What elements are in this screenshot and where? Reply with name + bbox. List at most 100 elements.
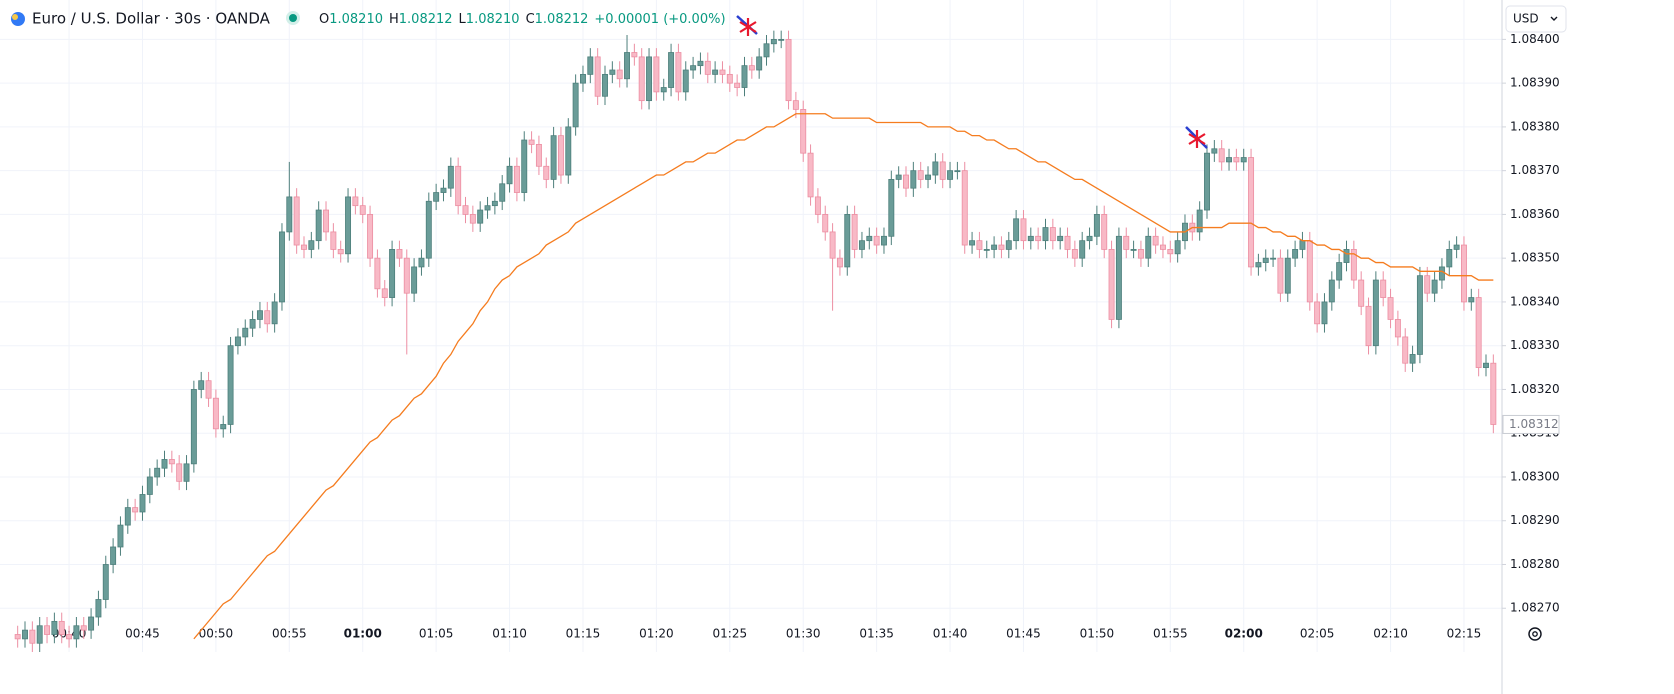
candle-body bbox=[690, 65, 697, 71]
candle-body bbox=[367, 214, 374, 259]
candle-body bbox=[14, 634, 21, 640]
candle-body bbox=[44, 625, 51, 635]
ohlc-key: O bbox=[319, 12, 329, 27]
candle-body bbox=[1306, 240, 1313, 303]
last-price-box bbox=[1502, 414, 1560, 434]
price-axis: 1.082701.082801.082901.083001.083101.083… bbox=[1502, 32, 1560, 615]
candle-body bbox=[227, 345, 234, 425]
candle-body bbox=[176, 463, 183, 482]
candle-body bbox=[734, 82, 741, 88]
candle-body bbox=[1446, 249, 1453, 268]
candle-body bbox=[895, 174, 902, 180]
currency-box bbox=[1505, 5, 1567, 33]
candle-body bbox=[1402, 336, 1409, 364]
legend-header: Euro / U.S. Dollar · 30s · OANDA O 1.0821… bbox=[11, 10, 726, 28]
drawing-marker[interactable] bbox=[1185, 126, 1208, 149]
candle-body bbox=[704, 60, 711, 75]
settings-button[interactable] bbox=[1528, 627, 1542, 641]
candle-body bbox=[785, 38, 792, 102]
ohlc-value: 1.08212 bbox=[535, 12, 589, 27]
candle-body bbox=[1270, 257, 1277, 260]
candle-body bbox=[190, 389, 197, 465]
candle-body bbox=[220, 424, 227, 430]
candle-body bbox=[242, 327, 249, 338]
candle-body bbox=[198, 380, 205, 390]
candle-body bbox=[66, 634, 73, 640]
candle-body bbox=[521, 139, 528, 193]
candle-body bbox=[264, 310, 271, 325]
x-tick-label: 00:45 bbox=[125, 627, 160, 641]
candle-body bbox=[1358, 279, 1365, 307]
candle-body bbox=[293, 196, 300, 246]
candle-body bbox=[256, 310, 263, 320]
candle-body bbox=[462, 205, 469, 215]
candle-body bbox=[95, 599, 102, 618]
candle-body bbox=[1079, 240, 1086, 259]
candle-body bbox=[1475, 297, 1482, 368]
candle-body bbox=[954, 170, 961, 173]
candle-body bbox=[925, 174, 931, 180]
candle-body bbox=[814, 196, 821, 215]
candle-body bbox=[491, 200, 498, 207]
candle-body bbox=[528, 139, 535, 145]
candle-body bbox=[1071, 249, 1078, 259]
candle-body bbox=[403, 257, 410, 294]
candle-body bbox=[359, 205, 366, 215]
candle-body bbox=[947, 170, 954, 180]
x-tick-label: 01:50 bbox=[1080, 627, 1115, 641]
candle-body bbox=[1453, 244, 1460, 250]
candle-body bbox=[477, 209, 484, 224]
candle-body bbox=[844, 214, 851, 268]
candle-body bbox=[1027, 235, 1034, 242]
candle-body bbox=[1248, 157, 1255, 268]
time-axis: 00:40 00:45 00:50 00:55 01:00 01:05 01:10 01:15… bbox=[52, 627, 1481, 641]
ohlc-key: C bbox=[526, 12, 535, 27]
candle-body bbox=[932, 161, 939, 176]
candle-body bbox=[455, 165, 462, 207]
candle-body bbox=[1277, 257, 1284, 294]
candle-body bbox=[1394, 319, 1401, 338]
candle-body bbox=[1365, 305, 1372, 347]
drawing-marker[interactable] bbox=[736, 15, 758, 36]
candle-body bbox=[1292, 249, 1299, 259]
gear-outer bbox=[1528, 627, 1542, 641]
ohlc-change: +0.00001 (+0.00%) bbox=[594, 12, 725, 27]
currency-label: USD bbox=[1513, 12, 1539, 26]
candle-body bbox=[543, 165, 550, 180]
candle-body bbox=[881, 235, 887, 246]
symbol-title: Euro / U.S. Dollar · 30s · OANDA bbox=[32, 10, 271, 28]
candle-body bbox=[80, 625, 87, 631]
y-tick-label: 1.08280 bbox=[1510, 557, 1560, 571]
x-tick-label: 01:15 bbox=[566, 627, 601, 641]
candle-body bbox=[484, 205, 491, 211]
x-tick-label: 01:10 bbox=[492, 627, 527, 641]
x-tick-label: 02:05 bbox=[1300, 627, 1335, 641]
candle-body bbox=[22, 629, 28, 640]
candle-body bbox=[800, 108, 807, 154]
currency-button[interactable]: USD bbox=[1505, 5, 1567, 33]
y-tick-label: 1.08270 bbox=[1510, 601, 1560, 615]
x-tick-label: 01:00 bbox=[344, 627, 382, 641]
y-tick-label: 1.08360 bbox=[1510, 207, 1560, 221]
candle-body bbox=[580, 73, 586, 84]
x-tick-label: 01:55 bbox=[1153, 627, 1188, 641]
y-tick-label: 1.08330 bbox=[1510, 338, 1560, 352]
y-tick-label: 1.08350 bbox=[1510, 251, 1560, 265]
candle-body bbox=[719, 69, 726, 75]
candle-body bbox=[572, 82, 579, 128]
candle-body bbox=[440, 187, 447, 193]
candle-body bbox=[132, 507, 139, 513]
candle-body bbox=[1196, 209, 1203, 233]
candle-body bbox=[1226, 157, 1233, 163]
candle-body bbox=[697, 60, 704, 67]
candle-body bbox=[741, 65, 748, 88]
candle-body bbox=[1343, 249, 1350, 263]
candle-body bbox=[36, 625, 43, 644]
candle-body bbox=[271, 301, 278, 325]
x-tick-label: 01:40 bbox=[933, 627, 968, 641]
x-tick-label: 00:50 bbox=[199, 627, 234, 641]
candle-body bbox=[1431, 279, 1438, 294]
y-tick-label: 1.08390 bbox=[1510, 76, 1560, 90]
candle-body bbox=[337, 249, 344, 255]
price-axis-bg bbox=[1502, 0, 1674, 694]
